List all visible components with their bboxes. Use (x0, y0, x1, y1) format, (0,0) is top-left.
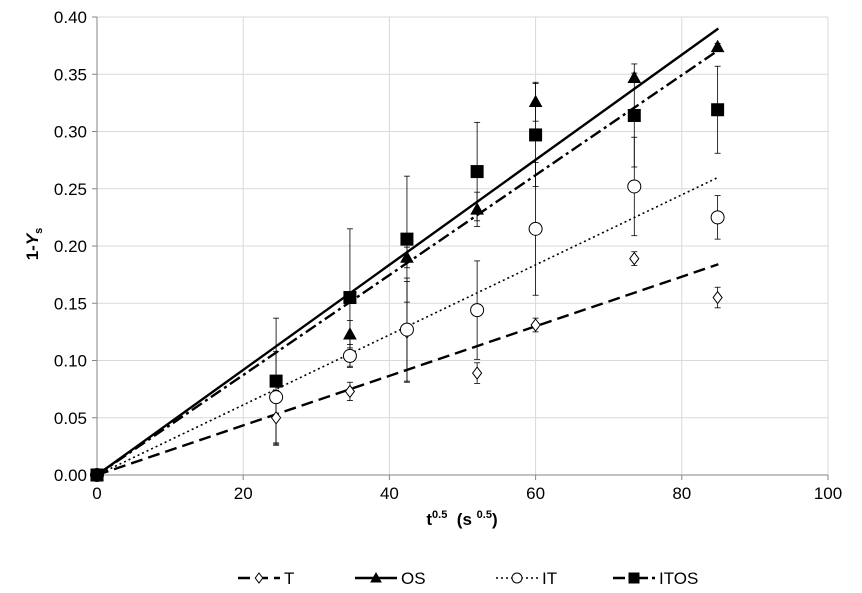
x-tick-label: 20 (234, 484, 253, 503)
point-itos (470, 165, 484, 179)
point-os (528, 94, 543, 108)
point-os (627, 70, 642, 83)
point-itos (343, 291, 357, 305)
gridlines (97, 16, 829, 475)
y-tick-label: 0.10 (54, 352, 87, 371)
x-tick-label: 80 (672, 484, 691, 503)
point-os (710, 39, 725, 53)
trendline-t (96, 263, 719, 477)
legend: T OS IT ITOS (238, 569, 698, 588)
point-os (400, 250, 414, 263)
point-it (528, 221, 543, 236)
y-tick-label: 0.05 (54, 409, 87, 428)
point-t (712, 290, 723, 305)
legend-label-t: T (284, 569, 294, 588)
point-t (471, 366, 483, 380)
y-tick-label: 0.40 (54, 8, 87, 27)
y-tick-label: 0.25 (54, 180, 87, 199)
point-it (399, 322, 414, 337)
point-os (343, 327, 357, 340)
point-it (269, 390, 284, 405)
legend-marker-os (370, 571, 382, 583)
legend-label-os: OS (401, 569, 426, 588)
point-t (629, 251, 640, 266)
point-t (530, 318, 541, 332)
x-tick-label: 100 (814, 484, 842, 503)
legend-marker-t (254, 572, 264, 584)
legend-label-it: IT (542, 569, 557, 588)
point-t (270, 410, 282, 425)
axes (92, 16, 829, 480)
point-t (344, 384, 356, 399)
point-itos (711, 103, 725, 117)
legend-marker-it (511, 572, 523, 584)
legend-marker-itos (628, 572, 640, 584)
y-tick-label: 0.15 (54, 294, 87, 313)
point-itos (627, 108, 641, 122)
y-axis-label: 1-Ys (23, 228, 45, 261)
point-it (710, 210, 725, 225)
y-tick-label: 0.35 (54, 65, 87, 84)
error-bars (273, 42, 721, 446)
point-itos (269, 374, 283, 388)
x-tick-label: 60 (526, 484, 545, 503)
point-os (470, 202, 484, 215)
legend-label-itos: ITOS (659, 569, 698, 588)
point-itos (90, 468, 104, 482)
point-it (470, 303, 485, 318)
x-axis-label: t0.5 (s 0.5) (426, 509, 497, 529)
tick-labels: 0.00 0.05 0.10 0.15 0.20 0.25 0.30 0.35 0.40 0 20 4… (54, 8, 842, 503)
point-it (627, 179, 642, 194)
y-tick-label: 0.20 (54, 237, 87, 256)
y-tick-label: 0.30 (54, 123, 87, 142)
point-itos (529, 128, 543, 142)
x-tick-label: 40 (380, 484, 399, 503)
y-tick-label: 0.00 (54, 466, 87, 485)
point-itos (400, 232, 414, 246)
point-it (342, 348, 357, 363)
data-markers (90, 39, 725, 482)
x-tick-label: 0 (92, 484, 101, 503)
